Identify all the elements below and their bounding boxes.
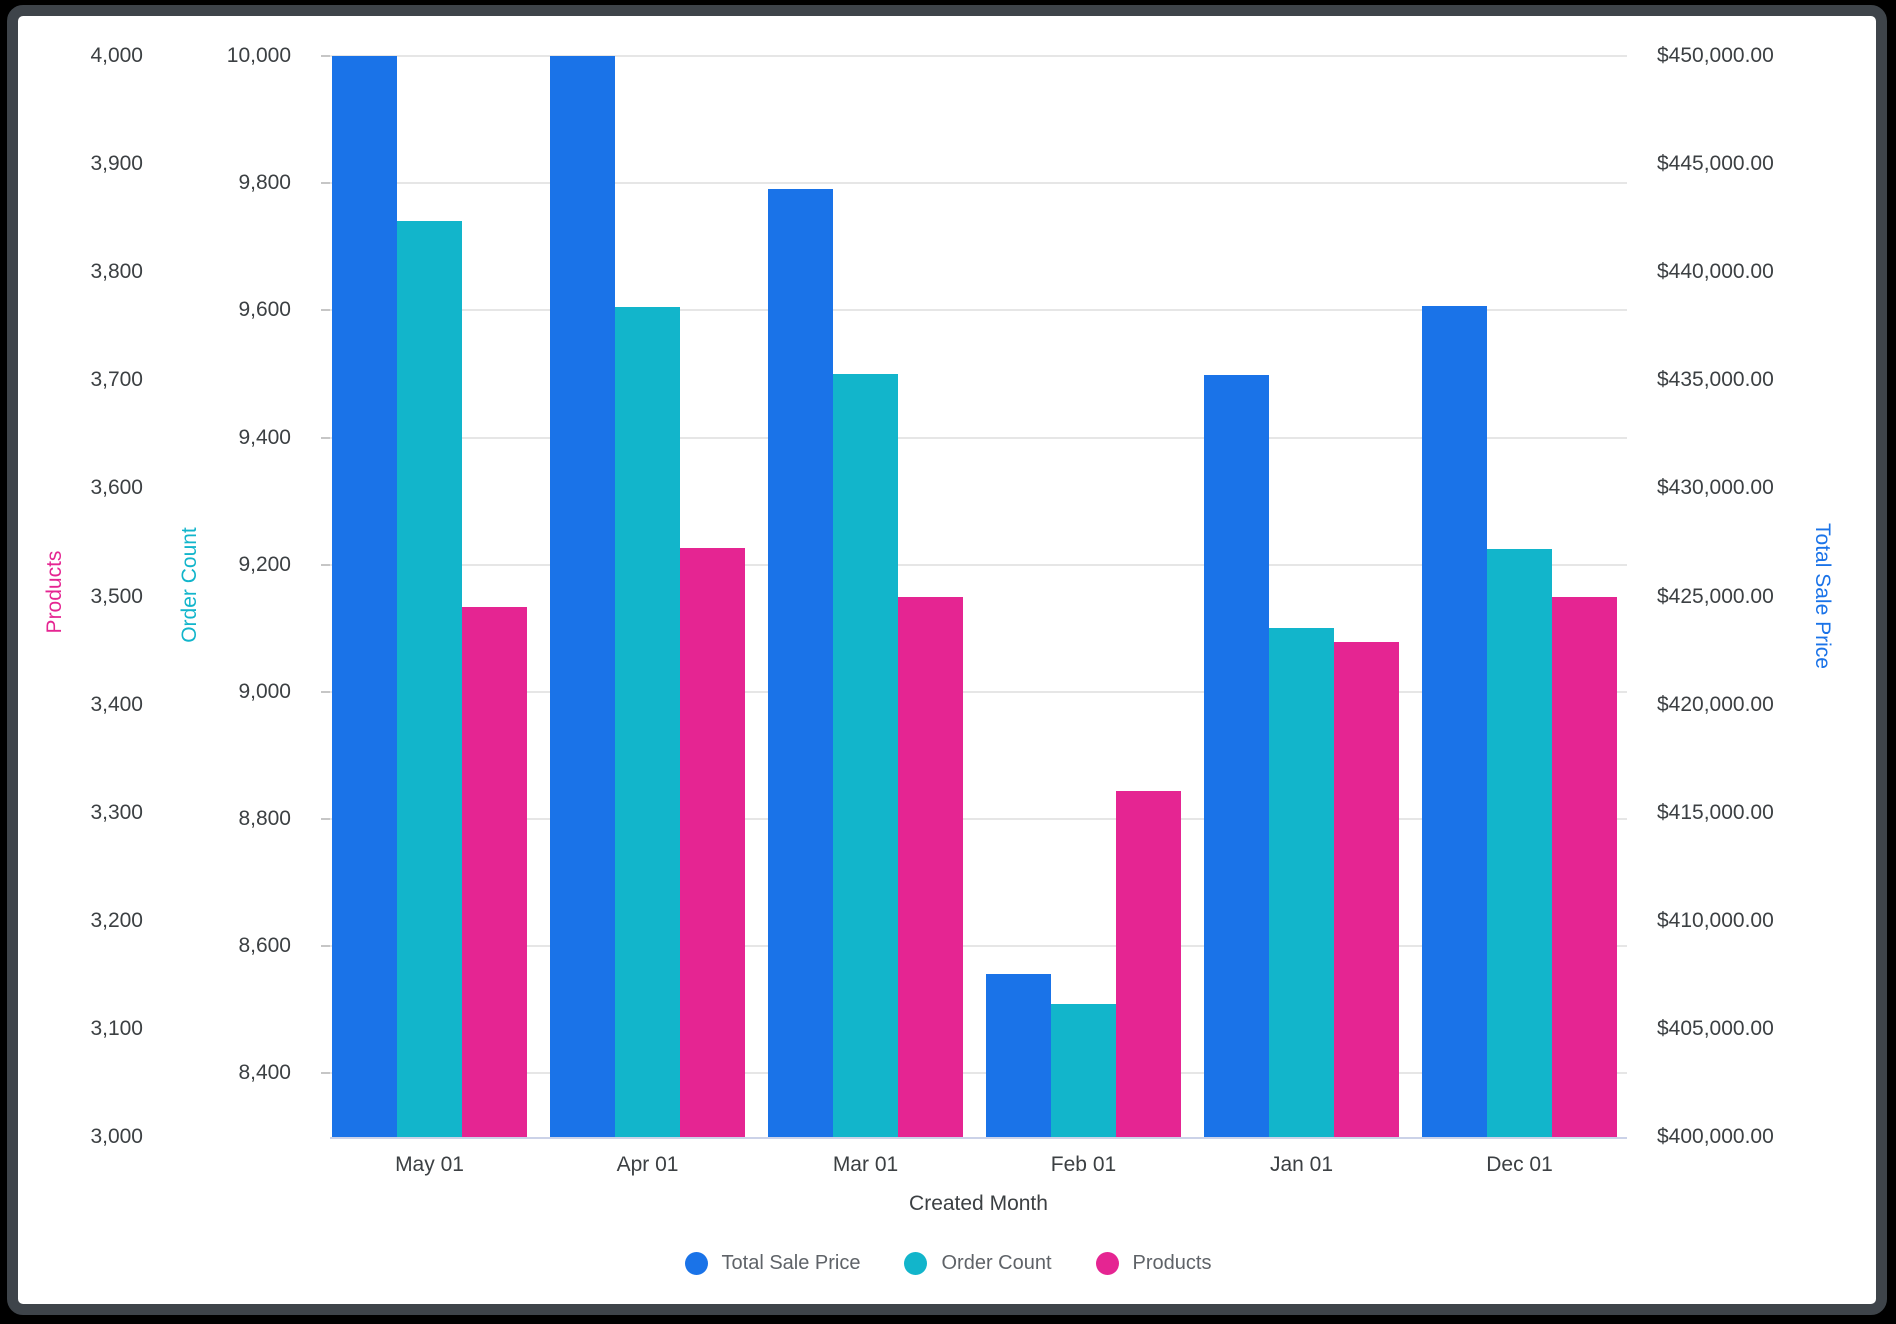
bar-products-jan-01[interactable] (1334, 641, 1399, 1137)
x-axis-title: Created Month (909, 1192, 1048, 1215)
y-axis-tick-mark (321, 182, 330, 184)
y-axis-tick-mark (321, 1072, 330, 1074)
x-axis-line (330, 1137, 1627, 1139)
legend: Total Sale Price Order Count Products (0, 1252, 1896, 1275)
y-tick-label-right: $400,000.00 (1657, 1125, 1774, 1148)
x-tick-label: Mar 01 (832, 1153, 899, 1176)
gridline (330, 945, 1627, 947)
y-axis-tick-mark (321, 55, 330, 57)
legend-label: Total Sale Price (721, 1252, 861, 1274)
x-tick-label: Apr 01 (616, 1153, 679, 1176)
gridline (330, 437, 1627, 439)
bar-order-count-mar-01[interactable] (833, 373, 898, 1137)
y-tick-label-products: 4,000 (90, 44, 143, 67)
gridline (330, 309, 1627, 311)
y-tick-label-products: 3,500 (90, 585, 143, 608)
y-tick-label-products: 3,600 (90, 476, 143, 499)
y-tick-label-order: 9,600 (238, 298, 291, 321)
legend-item-total-sale-price[interactable]: Total Sale Price (684, 1252, 861, 1275)
bar-total-sale-price-apr-01[interactable] (550, 56, 615, 1137)
bar-products-dec-01[interactable] (1552, 596, 1617, 1137)
legend-item-order-count[interactable]: Order Count (904, 1252, 1052, 1275)
y-tick-label-products: 3,100 (90, 1017, 143, 1040)
y-axis-tick-mark (321, 309, 330, 311)
x-tick-label: May 01 (395, 1153, 464, 1176)
bar-order-count-may-01[interactable] (397, 221, 462, 1137)
gridline (330, 691, 1627, 693)
legend-label: Products (1132, 1252, 1212, 1274)
y-tick-label-products: 3,400 (90, 693, 143, 716)
bar-order-count-jan-01[interactable] (1269, 628, 1334, 1137)
y-tick-label-right: $415,000.00 (1657, 801, 1774, 824)
gridline (330, 55, 1627, 57)
y-tick-label-order: 10,000 (226, 44, 291, 67)
y-tick-label-products: 3,000 (90, 1125, 143, 1148)
y-tick-label-products: 3,300 (90, 801, 143, 824)
y-tick-label-right: $445,000.00 (1657, 152, 1774, 175)
y-axis-tick-mark (321, 564, 330, 566)
gridline (330, 564, 1627, 566)
y-tick-label-order: 8,800 (238, 807, 291, 830)
y-tick-label-products: 3,800 (90, 260, 143, 283)
y-tick-label-order: 9,400 (238, 426, 291, 449)
y-axis-tick-mark (321, 691, 330, 693)
x-tick-label: Dec 01 (1486, 1153, 1553, 1176)
y-axis-title-order-count: Order Count (178, 526, 201, 643)
x-tick-label: Feb 01 (1050, 1153, 1117, 1176)
bar-products-feb-01[interactable] (1116, 791, 1181, 1137)
y-tick-label-right: $410,000.00 (1657, 909, 1774, 932)
y-axis-tick-mark (321, 945, 330, 947)
bar-products-may-01[interactable] (462, 607, 527, 1137)
y-tick-label-products: 3,900 (90, 152, 143, 175)
gridline (330, 182, 1627, 184)
legend-swatch-icon (684, 1252, 708, 1275)
bar-total-sale-price-may-01[interactable] (332, 56, 397, 1137)
bar-total-sale-price-feb-01[interactable] (986, 973, 1051, 1137)
y-tick-label-order: 9,800 (238, 171, 291, 194)
bar-total-sale-price-mar-01[interactable] (768, 189, 833, 1137)
y-tick-label-products: 3,200 (90, 909, 143, 932)
bar-products-mar-01[interactable] (898, 596, 963, 1137)
legend-swatch-icon (904, 1252, 928, 1275)
y-tick-label-right: $440,000.00 (1657, 260, 1774, 283)
y-tick-label-order: 8,600 (238, 934, 291, 957)
y-tick-label-right: $435,000.00 (1657, 368, 1774, 391)
legend-swatch-icon (1095, 1252, 1119, 1275)
y-tick-label-products: 3,700 (90, 368, 143, 391)
y-tick-label-right: $430,000.00 (1657, 476, 1774, 499)
y-tick-label-order: 9,200 (238, 553, 291, 576)
y-axis-tick-mark (321, 437, 330, 439)
gridline (330, 1072, 1627, 1074)
y-tick-label-right: $420,000.00 (1657, 693, 1774, 716)
gridline (330, 818, 1627, 820)
y-axis-tick-mark (321, 818, 330, 820)
bar-order-count-apr-01[interactable] (615, 307, 680, 1137)
y-tick-label-order: 8,400 (238, 1061, 291, 1084)
y-tick-label-order: 9,000 (238, 680, 291, 703)
y-tick-label-right: $425,000.00 (1657, 585, 1774, 608)
x-tick-label: Jan 01 (1269, 1153, 1334, 1176)
y-tick-label-right: $405,000.00 (1657, 1017, 1774, 1040)
bar-order-count-feb-01[interactable] (1051, 1003, 1116, 1137)
bar-products-apr-01[interactable] (680, 547, 745, 1137)
legend-item-products[interactable]: Products (1095, 1252, 1212, 1275)
y-tick-label-right: $450,000.00 (1657, 44, 1774, 67)
legend-label: Order Count (941, 1252, 1052, 1274)
bar-total-sale-price-dec-01[interactable] (1422, 305, 1487, 1137)
bar-order-count-dec-01[interactable] (1487, 548, 1552, 1137)
bar-total-sale-price-jan-01[interactable] (1204, 374, 1269, 1137)
